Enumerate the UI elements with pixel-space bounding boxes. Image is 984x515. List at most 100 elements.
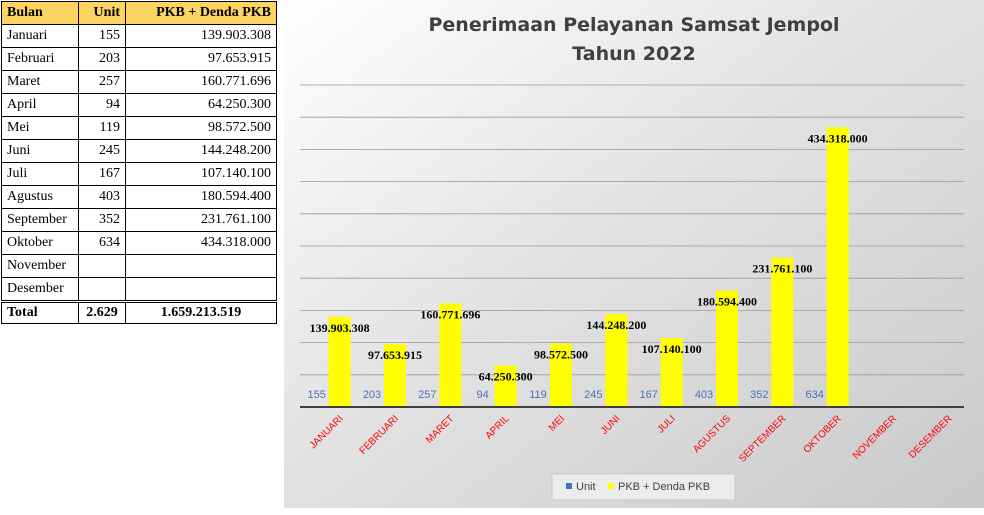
value-cell xyxy=(125,254,277,278)
table-row: Agustus 403 180.594.400 xyxy=(1,185,277,209)
month-cell: September xyxy=(1,208,79,232)
value-cell: 180.594.400 xyxy=(125,185,277,209)
value-data-label: 180.594.400 xyxy=(697,295,757,309)
value-cell: 64.250.300 xyxy=(125,93,277,117)
unit-data-label: 94 xyxy=(477,389,489,401)
month-cell: Februari xyxy=(1,47,79,71)
bar-pkb xyxy=(550,343,572,407)
value-cell: 107.140.100 xyxy=(125,162,277,186)
table-row: Februari 203 97.653.915 xyxy=(1,47,277,71)
chart-panel: Penerimaan Pelayanan Samsat Jempol Tahun… xyxy=(284,0,984,508)
unit-data-label: 403 xyxy=(695,389,713,401)
bar-chart: Penerimaan Pelayanan Samsat Jempol Tahun… xyxy=(284,0,984,508)
legend-swatch-unit xyxy=(566,483,572,489)
unit-cell: 203 xyxy=(78,47,126,71)
month-cell: November xyxy=(1,254,79,278)
value-data-label: 160.771.696 xyxy=(420,307,480,321)
table-row: Januari 155 139.903.308 xyxy=(1,24,277,48)
value-data-label: 98.572.500 xyxy=(534,348,588,362)
bar-pkb xyxy=(826,127,849,408)
unit-cell: 167 xyxy=(78,162,126,186)
data-table: Bulan Unit PKB + Denda PKB Januari 155 139… xyxy=(1,1,277,324)
value-cell: 144.248.200 xyxy=(125,139,277,163)
unit-cell: 119 xyxy=(78,116,126,140)
value-cell: 97.653.915 xyxy=(125,47,277,71)
table-row: April 94 64.250.300 xyxy=(1,93,277,117)
unit-data-label: 203 xyxy=(363,389,381,401)
value-data-label: 139.903.308 xyxy=(310,321,370,335)
table-row: Oktober 634 434.318.000 xyxy=(1,231,277,255)
table-body: Januari 155 139.903.308 Februari 203 97.653.9… xyxy=(1,24,277,302)
bar-pkb xyxy=(328,316,351,407)
value-cell: 160.771.696 xyxy=(125,70,277,94)
month-cell: Juli xyxy=(1,162,79,186)
month-cell: Juni xyxy=(1,139,79,163)
value-cell: 139.903.308 xyxy=(125,24,277,48)
bar-pkb xyxy=(494,365,517,407)
value-cell: 434.318.000 xyxy=(125,231,277,255)
table-row: September 352 231.761.100 xyxy=(1,208,277,232)
header-value: PKB + Denda PKB xyxy=(125,1,277,25)
bars xyxy=(311,127,849,408)
month-cell: Agustus xyxy=(1,185,79,209)
total-value: 1.659.213.519 xyxy=(125,300,277,324)
month-cell: Mei xyxy=(1,116,79,140)
unit-cell: 155 xyxy=(78,24,126,48)
total-row: Total 2.629 1.659.213.519 xyxy=(1,300,277,324)
unit-cell: 352 xyxy=(78,208,126,232)
header-unit: Unit xyxy=(78,1,126,25)
header-month: Bulan xyxy=(1,1,79,25)
total-unit: 2.629 xyxy=(78,300,126,324)
bar-pkb xyxy=(439,303,462,407)
grid-lines xyxy=(300,84,964,376)
unit-data-label: 167 xyxy=(639,389,657,401)
unit-data-label: 245 xyxy=(584,389,602,401)
unit-cell xyxy=(78,277,126,302)
chart-subtitle: Tahun 2022 xyxy=(572,43,695,65)
value-data-label: 107.140.100 xyxy=(642,342,702,356)
unit-cell xyxy=(78,254,126,278)
table-row: November xyxy=(1,254,277,278)
unit-data-label: 634 xyxy=(805,389,823,401)
value-cell: 231.761.100 xyxy=(125,208,277,232)
legend-label-unit: Unit xyxy=(576,481,596,493)
value-data-label: 97.653.915 xyxy=(368,348,422,362)
unit-data-label: 257 xyxy=(418,389,436,401)
bar-pkb xyxy=(771,257,794,407)
bar-pkb xyxy=(716,290,738,407)
unit-cell: 634 xyxy=(78,231,126,255)
legend: Unit PKB + Denda PKB xyxy=(551,473,736,501)
table-row: Juli 167 107.140.100 xyxy=(1,162,277,186)
total-label: Total xyxy=(1,300,79,324)
table-row: Juni 245 144.248.200 xyxy=(1,139,277,163)
unit-data-label: 155 xyxy=(307,389,325,401)
month-cell: Januari xyxy=(1,24,79,48)
value-data-label: 231.761.100 xyxy=(752,262,812,276)
bar-pkb xyxy=(384,344,406,407)
unit-data-label: 352 xyxy=(750,389,768,401)
month-cell: Maret xyxy=(1,70,79,94)
month-cell: April xyxy=(1,93,79,117)
bar-pkb xyxy=(660,338,683,407)
value-cell: 98.572.500 xyxy=(125,116,277,140)
month-cell: Oktober xyxy=(1,231,79,255)
value-cell xyxy=(125,277,277,302)
value-data-label: 64.250.300 xyxy=(479,370,533,384)
unit-cell: 257 xyxy=(78,70,126,94)
table-header-row: Bulan Unit PKB + Denda PKB xyxy=(1,1,277,25)
value-data-label: 434.318.000 xyxy=(808,131,868,145)
legend-swatch-pkb xyxy=(608,483,614,489)
unit-data-label: 119 xyxy=(529,389,547,401)
chart-title: Penerimaan Pelayanan Samsat Jempol xyxy=(429,14,840,36)
unit-cell: 403 xyxy=(78,185,126,209)
unit-cell: 94 xyxy=(78,93,126,117)
table-row: Desember xyxy=(1,277,277,302)
bar-pkb xyxy=(605,314,628,407)
table-row: Maret 257 160.771.696 xyxy=(1,70,277,94)
month-cell: Desember xyxy=(1,277,79,302)
legend-label-pkb: PKB + Denda PKB xyxy=(618,481,710,493)
table-row: Mei 119 98.572.500 xyxy=(1,116,277,140)
value-data-label: 144.248.200 xyxy=(586,318,646,332)
unit-cell: 245 xyxy=(78,139,126,163)
legend-box xyxy=(551,473,736,501)
